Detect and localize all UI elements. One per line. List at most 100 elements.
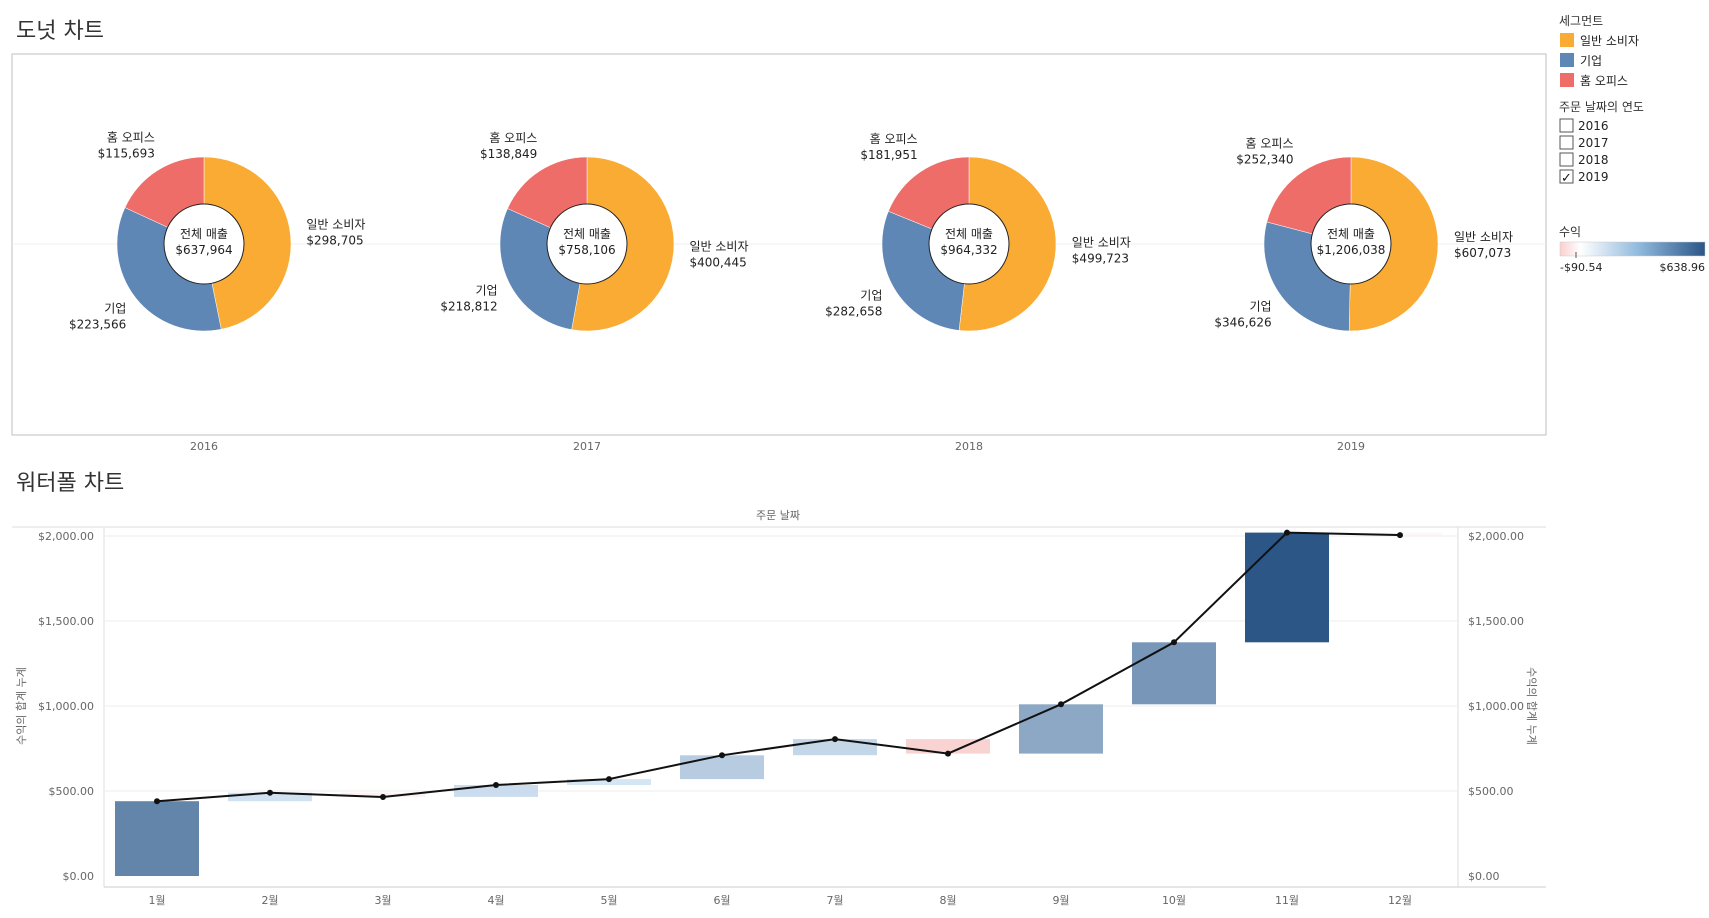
running-total-point[interactable] bbox=[380, 794, 386, 800]
donut-slice-value-label: $400,445 bbox=[690, 255, 747, 269]
donut-center-total: $758,106 bbox=[558, 243, 615, 257]
donut-year-label: 2019 bbox=[1337, 440, 1365, 453]
year-filter-item-2017[interactable]: 2017 bbox=[1559, 135, 1609, 150]
waterfall-y-tick-left: $500.00 bbox=[49, 785, 95, 798]
waterfall-chart-title: 워터폴 차트 bbox=[16, 471, 124, 496]
profit-min-label: -$90.54 bbox=[1560, 261, 1602, 274]
donut-2018: 일반 소비자 $499,723 기업 $282,658 홈 오피스 $181,951 전체 … bbox=[825, 132, 1131, 332]
waterfall-bar[interactable] bbox=[454, 785, 538, 797]
waterfall-y-tick-left: $2,000.00 bbox=[38, 530, 94, 543]
donut-year-label: 2017 bbox=[573, 440, 601, 453]
running-total-point[interactable] bbox=[1058, 701, 1064, 708]
segment-legend-title: 세그먼트 bbox=[1559, 14, 1603, 28]
donut-hole bbox=[546, 203, 628, 285]
year-filter-title: 주문 날짜의 연도 bbox=[1559, 100, 1644, 114]
legend-swatch-home-office bbox=[1560, 73, 1574, 87]
year-filter-item-2016[interactable]: 2016 bbox=[1559, 118, 1609, 133]
donut-slice-value-label: $499,723 bbox=[1072, 252, 1129, 266]
legend-panel: 세그먼트 일반 소비자 기업 홈 오피스 주문 날짜의 연도 201620172… bbox=[1559, 14, 1706, 274]
waterfall-x-tick: 2월 bbox=[261, 894, 278, 907]
waterfall-x-tick: 1월 bbox=[148, 894, 165, 907]
year-filter-list: 2016 2017 2018 ✓ 2019 bbox=[1559, 118, 1609, 186]
donut-hole bbox=[163, 203, 245, 285]
year-filter-item-2019[interactable]: ✓ 2019 bbox=[1559, 169, 1609, 186]
donut-slice-name-label: 기업 bbox=[104, 302, 126, 316]
year-filter-label: 2017 bbox=[1578, 136, 1609, 150]
donut-2019: 일반 소비자 $607,073 기업 $346,626 홈 오피스 $252,340 전체 … bbox=[1214, 136, 1513, 332]
waterfall-running-total-line bbox=[154, 529, 1403, 805]
donut-slice[interactable] bbox=[116, 207, 222, 332]
waterfall-x-tick: 6월 bbox=[713, 894, 730, 907]
legend-item-corporate[interactable]: 기업 bbox=[1580, 54, 1602, 68]
running-total-point[interactable] bbox=[493, 782, 499, 788]
year-checkbox[interactable] bbox=[1559, 135, 1574, 150]
donut-2017: 일반 소비자 $400,445 기업 $218,812 홈 오피스 $138,849 전체 … bbox=[440, 131, 749, 332]
donut-center-label: 전체 매출 bbox=[180, 227, 228, 241]
donut-slice-name-label: 기업 bbox=[476, 284, 498, 298]
donut-slice-value-label: $115,693 bbox=[98, 147, 155, 161]
running-total-point[interactable] bbox=[719, 752, 725, 759]
donut-slice[interactable] bbox=[1348, 156, 1439, 332]
year-checkbox[interactable] bbox=[1559, 169, 1574, 184]
year-filter-label: 2016 bbox=[1578, 119, 1609, 133]
donut-slice-name-label: 기업 bbox=[860, 289, 882, 303]
donut-slice-name-label: 홈 오피스 bbox=[107, 131, 155, 145]
legend-item-consumer[interactable]: 일반 소비자 bbox=[1580, 34, 1639, 48]
donut-center-label: 전체 매출 bbox=[563, 227, 611, 241]
waterfall-bar[interactable] bbox=[1019, 704, 1103, 754]
waterfall-x-tick: 12월 bbox=[1388, 894, 1412, 907]
donut-chart-title: 도넛 차트 bbox=[16, 19, 104, 44]
waterfall-x-tick: 4월 bbox=[487, 894, 504, 907]
donut-slice[interactable] bbox=[203, 156, 292, 330]
donut-center-total: $964,332 bbox=[940, 243, 997, 257]
running-total-point[interactable] bbox=[1284, 529, 1290, 536]
waterfall-bar[interactable] bbox=[680, 755, 764, 780]
legend-swatch-corporate bbox=[1560, 53, 1574, 67]
donut-slice-value-label: $607,073 bbox=[1454, 246, 1511, 260]
running-total-point[interactable] bbox=[1171, 639, 1177, 646]
waterfall-y-tick-right: $500.00 bbox=[1468, 785, 1514, 798]
year-checkbox[interactable] bbox=[1559, 118, 1574, 133]
waterfall-bar[interactable] bbox=[1245, 532, 1329, 643]
running-total-point[interactable] bbox=[832, 736, 838, 743]
waterfall-y-tick-left: $1,000.00 bbox=[38, 700, 94, 713]
waterfall-y-tick-right: $2,000.00 bbox=[1468, 530, 1524, 543]
donut-slice-value-label: $298,705 bbox=[306, 233, 363, 247]
donut-center-total: $1,206,038 bbox=[1317, 243, 1386, 257]
waterfall-bar[interactable] bbox=[228, 792, 312, 802]
running-total-point[interactable] bbox=[945, 750, 951, 757]
profit-legend-title: 수익 bbox=[1559, 225, 1581, 239]
legend-item-home-office[interactable]: 홈 오피스 bbox=[1580, 74, 1628, 88]
donut-year-axis: 2016 2017 2018 2019 bbox=[190, 440, 1365, 453]
waterfall-y-tick-right: $1,000.00 bbox=[1468, 700, 1524, 713]
waterfall-bar[interactable] bbox=[1132, 642, 1216, 705]
running-total-line bbox=[156, 531, 1401, 803]
year-filter-item-2018[interactable]: 2018 bbox=[1559, 152, 1609, 167]
donut-hole bbox=[928, 203, 1010, 285]
running-total-point[interactable] bbox=[606, 776, 612, 783]
year-checkbox[interactable] bbox=[1559, 152, 1574, 167]
donut-slice-value-label: $218,812 bbox=[440, 300, 497, 314]
waterfall-bar[interactable] bbox=[793, 739, 877, 756]
donut-hole bbox=[1310, 203, 1392, 285]
donut-slice-value-label: $346,626 bbox=[1214, 316, 1271, 330]
donut-slice-name-label: 일반 소비자 bbox=[1072, 236, 1131, 250]
waterfall-gridlines: $0.00 $0.00 $500.00 $500.00 $1,000.00 $1,000.… bbox=[38, 530, 1524, 883]
donut-slice-name-label: 기업 bbox=[1250, 300, 1272, 314]
waterfall-y-tick-right: $0.00 bbox=[1468, 870, 1500, 883]
waterfall-y-tick-right: $1,500.00 bbox=[1468, 615, 1524, 628]
running-total-point[interactable] bbox=[267, 789, 273, 796]
running-total-point[interactable] bbox=[1397, 532, 1403, 539]
donut-center-total: $637,964 bbox=[175, 243, 232, 257]
donut-slice-value-label: $282,658 bbox=[825, 305, 882, 319]
running-total-point[interactable] bbox=[154, 798, 160, 805]
year-filter-label: 2018 bbox=[1578, 153, 1609, 167]
donut-slice-name-label: 홈 오피스 bbox=[870, 132, 918, 146]
donut-slice-value-label: $138,849 bbox=[480, 147, 537, 161]
waterfall-x-tick: 3월 bbox=[374, 894, 391, 907]
waterfall-bars bbox=[115, 532, 1442, 876]
donut-slice-value-label: $252,340 bbox=[1236, 152, 1293, 166]
year-filter-label: 2019 bbox=[1578, 170, 1609, 184]
donut-center-label: 전체 매출 bbox=[1327, 227, 1375, 241]
waterfall-bar[interactable] bbox=[115, 801, 199, 876]
